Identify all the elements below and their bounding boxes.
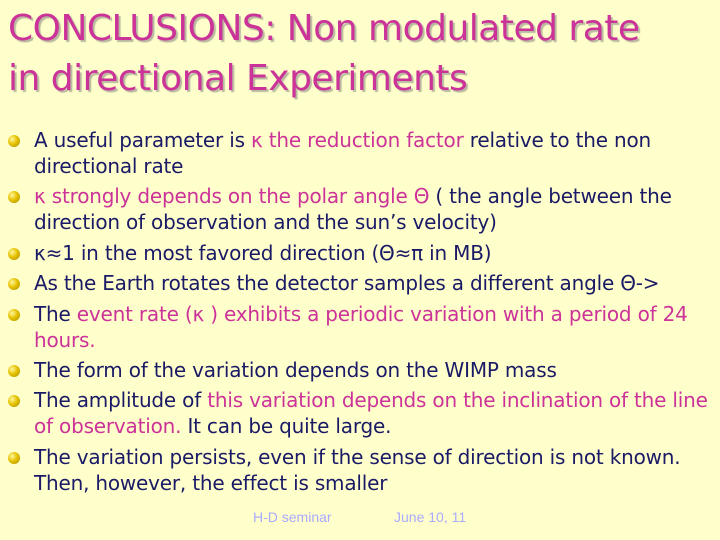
bullet-text: A useful parameter is xyxy=(34,128,251,152)
title-line-2: in directional Experiments xyxy=(8,58,468,99)
bullet-text: It can be quite large. xyxy=(181,414,392,439)
bullet-item: The event rate (κ ) exhibits a periodic … xyxy=(8,301,718,353)
bullet-list: A useful parameter is κ the reduction fa… xyxy=(8,127,718,500)
bullet-text: The xyxy=(34,301,77,326)
slide-title: CONCLUSIONS: Non modulated rate in direc… xyxy=(8,4,718,104)
footer-event: H-D seminar xyxy=(253,509,332,525)
bullet-item: The form of the variation depends on the… xyxy=(8,357,718,383)
bullet-text: The variation persists, even if the sens… xyxy=(34,444,681,495)
bullet-highlight: κ the reduction factor xyxy=(250,128,464,152)
bullet-text: The amplitude of xyxy=(34,388,208,413)
bullet-text: κ≈1 in the most favored direction (Θ≈π i… xyxy=(34,240,492,265)
bullet-item: The variation persists, even if the sens… xyxy=(8,444,718,496)
bullet-icon xyxy=(8,395,20,408)
bullet-highlight: this variation depends on the inclinatio… xyxy=(34,388,708,439)
bullet-icon xyxy=(8,278,20,291)
bullet-item: κ≈1 in the most favored direction (Θ≈π i… xyxy=(8,240,718,266)
bullet-icon xyxy=(8,135,20,147)
bullet-item: A useful parameter is κ the reduction fa… xyxy=(8,127,718,179)
bullet-text: ( the angle between the direction of obs… xyxy=(34,184,672,235)
bullet-icon xyxy=(8,364,20,377)
bullet-icon xyxy=(8,191,20,204)
bullet-item: The amplitude of this variation depends … xyxy=(8,387,718,439)
bullet-text: The form of the variation depends on the… xyxy=(34,357,557,382)
bullet-item: As the Earth rotates the detector sample… xyxy=(8,270,718,296)
bullet-icon xyxy=(8,308,20,321)
bullet-item: κ strongly depends on the polar angle Θ … xyxy=(8,183,718,235)
bullet-icon xyxy=(8,247,20,260)
bullet-text: relative to the non directional rate xyxy=(34,128,651,178)
title-line-1: CONCLUSIONS: Non modulated rate xyxy=(8,8,640,49)
bullet-highlight: κ strongly depends on the polar angle Θ xyxy=(34,184,430,209)
bullet-text: As the Earth rotates the detector sample… xyxy=(34,271,660,296)
bullet-highlight: event rate (κ ) exhibits a periodic vari… xyxy=(34,301,688,352)
footer-date: June 10, 11 xyxy=(394,509,467,525)
bullet-icon xyxy=(8,451,20,464)
